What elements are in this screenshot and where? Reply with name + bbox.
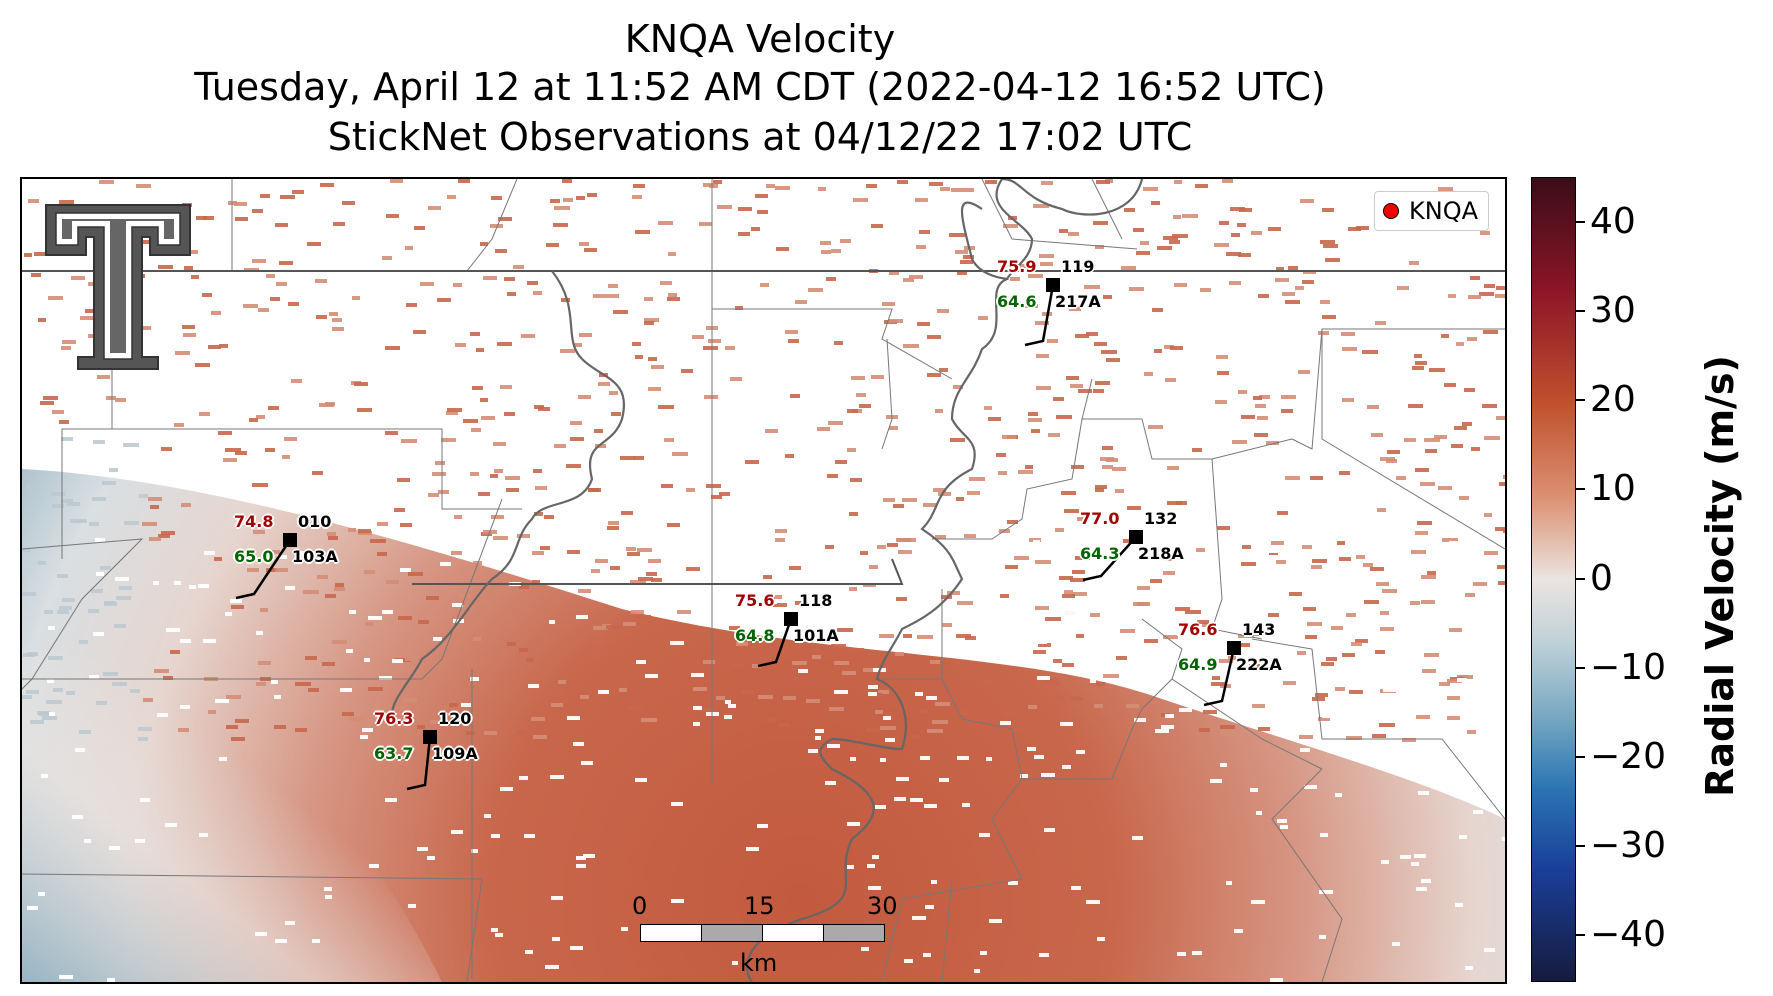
scale-unit: km (740, 949, 778, 977)
velocity-field (22, 179, 1505, 982)
station-name: 222A (1236, 655, 1282, 674)
colorbar-tick-mark (1575, 309, 1585, 312)
station-id: 143 (1242, 620, 1276, 639)
scale-label-0: 0 (632, 892, 648, 920)
knqa-marker-icon (1383, 203, 1399, 219)
colorbar-tick-label: −20 (1590, 735, 1666, 777)
scale-label-30: 30 (867, 892, 898, 920)
station-temp: 76.3 (374, 709, 414, 728)
station-temp: 75.9 (997, 257, 1037, 276)
station-temp: 76.6 (1178, 620, 1218, 639)
colorbar-tick-label: −10 (1590, 646, 1666, 688)
colorbar-tick-mark (1575, 845, 1585, 848)
map-legend: KNQA (1374, 191, 1489, 231)
legend-label: KNQA (1409, 197, 1478, 225)
wind-barb (1024, 284, 1055, 347)
station-name: 103A (292, 547, 338, 566)
colorbar-tick-mark (1575, 220, 1585, 223)
colorbar-tick-mark (1575, 666, 1585, 669)
station-id: 119 (1061, 257, 1095, 276)
colorbar-tick-label: −30 (1590, 825, 1666, 867)
scale-label-15: 15 (744, 892, 775, 920)
colorbar-tick-mark (1575, 755, 1585, 758)
station-id: 118 (799, 591, 833, 610)
wind-barb (757, 618, 793, 668)
colorbar-tick-label: 0 (1590, 557, 1613, 599)
station-dewpoint: 64.8 (735, 626, 775, 645)
wind-barb (235, 539, 292, 600)
station-dewpoint: 64.3 (1080, 544, 1120, 563)
scale-bar (640, 924, 886, 944)
colorbar-tick-label: 40 (1590, 200, 1636, 242)
station-name: 101A (793, 626, 839, 645)
station-id: 120 (438, 709, 472, 728)
colorbar (1531, 177, 1576, 982)
colorbar-tick-mark (1575, 399, 1585, 402)
colorbar-tick-label: 10 (1590, 468, 1636, 510)
texas-tech-double-t-logo (40, 197, 200, 377)
colorbar-tick-mark (1575, 488, 1585, 491)
map-canvas (22, 179, 1505, 982)
colorbar-tick-label: −40 (1590, 914, 1666, 956)
colorbar-tick-mark (1575, 934, 1585, 937)
station-barbs (235, 278, 1241, 791)
station-name: 218A (1138, 544, 1184, 563)
station-name: 217A (1055, 292, 1101, 311)
colorbar-tick-mark (1575, 577, 1585, 580)
map-title: KNQA Velocity (624, 17, 896, 61)
station-temp: 75.6 (735, 591, 775, 610)
map-subtitle-obs: StickNet Observations at 04/12/22 17:02 … (327, 115, 1193, 159)
map-subtitle-time: Tuesday, April 12 at 11:52 AM CDT (2022-… (194, 65, 1326, 109)
colorbar-tick-label: 30 (1590, 289, 1636, 331)
station-temp: 77.0 (1080, 509, 1120, 528)
station-name: 109A (432, 744, 478, 763)
station-dewpoint: 65.0 (234, 547, 274, 566)
colorbar-label: Radial Velocity (m/s) (1698, 355, 1742, 797)
river (390, 179, 1144, 982)
state-lines (22, 270, 1505, 585)
station-id: 132 (1144, 509, 1178, 528)
station-dewpoint: 64.6 (997, 292, 1037, 311)
station-temp: 74.8 (234, 512, 274, 531)
station-id: 010 (298, 512, 332, 531)
wind-barb (1082, 536, 1137, 582)
colorbar-tick-label: 20 (1590, 379, 1636, 421)
wind-barb (1203, 647, 1236, 707)
station-dewpoint: 63.7 (374, 744, 414, 763)
radar-map[interactable]: KNQA 75.9 119 64.6 217A 74.8 010 65.0 103A 77.0 1… (20, 177, 1507, 984)
wind-barb (406, 736, 432, 791)
station-dewpoint: 64.9 (1178, 655, 1218, 674)
